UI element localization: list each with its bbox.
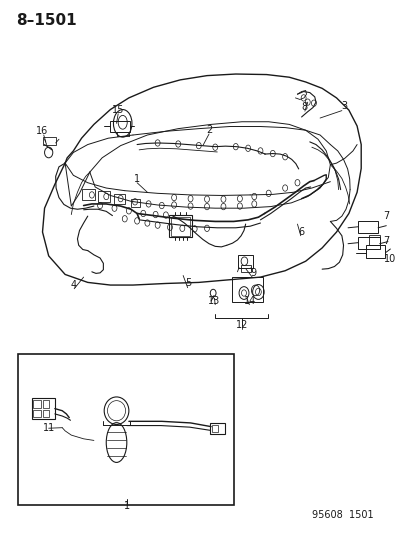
Text: 14: 14 [243, 296, 255, 306]
Bar [114, 195, 124, 204]
Bar [358, 221, 377, 233]
Text: 4: 4 [70, 280, 76, 290]
Text: 8: 8 [301, 102, 307, 112]
Bar [368, 235, 379, 245]
Text: 6: 6 [298, 227, 304, 237]
Bar [237, 255, 253, 268]
Bar [43, 136, 55, 144]
Text: 12: 12 [235, 320, 247, 330]
Text: 5: 5 [185, 278, 191, 288]
Bar [43, 400, 49, 408]
Bar [210, 423, 224, 433]
Bar [98, 191, 109, 202]
Bar [32, 398, 55, 419]
Text: 16: 16 [36, 126, 48, 136]
Text: 3: 3 [341, 101, 347, 111]
Bar [358, 237, 379, 249]
Text: 9: 9 [249, 269, 256, 278]
Bar [43, 410, 49, 417]
Text: 2: 2 [205, 125, 212, 135]
Bar [33, 410, 41, 417]
Bar [81, 189, 95, 200]
Bar [171, 216, 190, 236]
Bar [240, 265, 250, 272]
Text: 11: 11 [43, 423, 55, 433]
Text: 10: 10 [383, 254, 395, 263]
Text: 1: 1 [123, 501, 130, 511]
Bar [169, 215, 191, 237]
Text: 1: 1 [134, 174, 140, 184]
Bar [110, 121, 130, 132]
Bar [365, 245, 385, 258]
Bar [211, 424, 218, 432]
Bar [232, 277, 263, 302]
Text: 15: 15 [112, 105, 124, 115]
Text: 7: 7 [382, 211, 388, 221]
Text: 7: 7 [382, 236, 388, 246]
Text: 95608  1501: 95608 1501 [311, 510, 373, 520]
Text: 8–1501: 8–1501 [16, 13, 76, 28]
Bar [18, 354, 233, 505]
Bar [33, 400, 41, 408]
Bar [131, 199, 140, 207]
Text: 13: 13 [208, 296, 220, 306]
